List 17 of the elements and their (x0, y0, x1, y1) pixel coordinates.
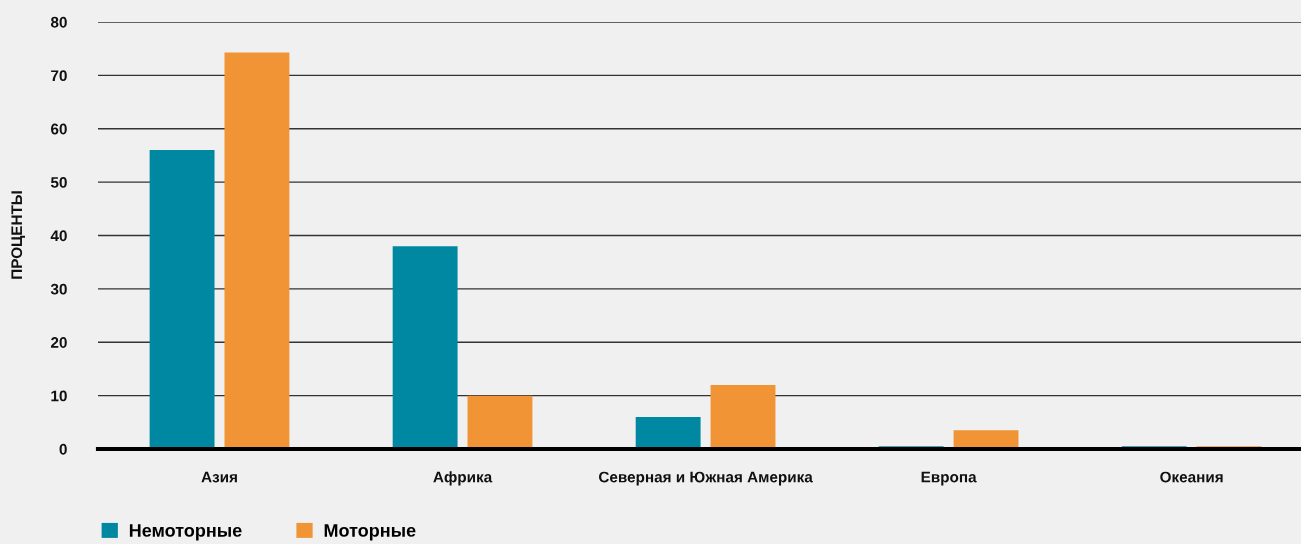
y-axis-title: ПРОЦЕНТЫ (11, 191, 25, 279)
x-tick-label: Океания (1160, 471, 1223, 483)
y-tick-label: 20 (50, 337, 67, 348)
x-tick-label: Европа (921, 471, 977, 486)
y-tick-label: 0 (59, 443, 67, 455)
x-tick-label: Азия (201, 471, 237, 483)
y-tick-label: 70 (51, 70, 67, 82)
y-tick-label: 60 (51, 123, 67, 135)
x-tick-label: Африка (433, 471, 493, 486)
legend-label: Немоторные (129, 524, 242, 541)
y-tick-label: 10 (51, 390, 67, 402)
x-tick-label: Северная и Южная Америка (599, 471, 813, 486)
y-tick-label: 50 (50, 176, 67, 188)
y-tick-label: 30 (50, 283, 67, 295)
y-tick-label: 80 (50, 16, 67, 28)
legend-label: Моторные (324, 524, 416, 541)
y-tick-label: 40 (50, 230, 67, 242)
